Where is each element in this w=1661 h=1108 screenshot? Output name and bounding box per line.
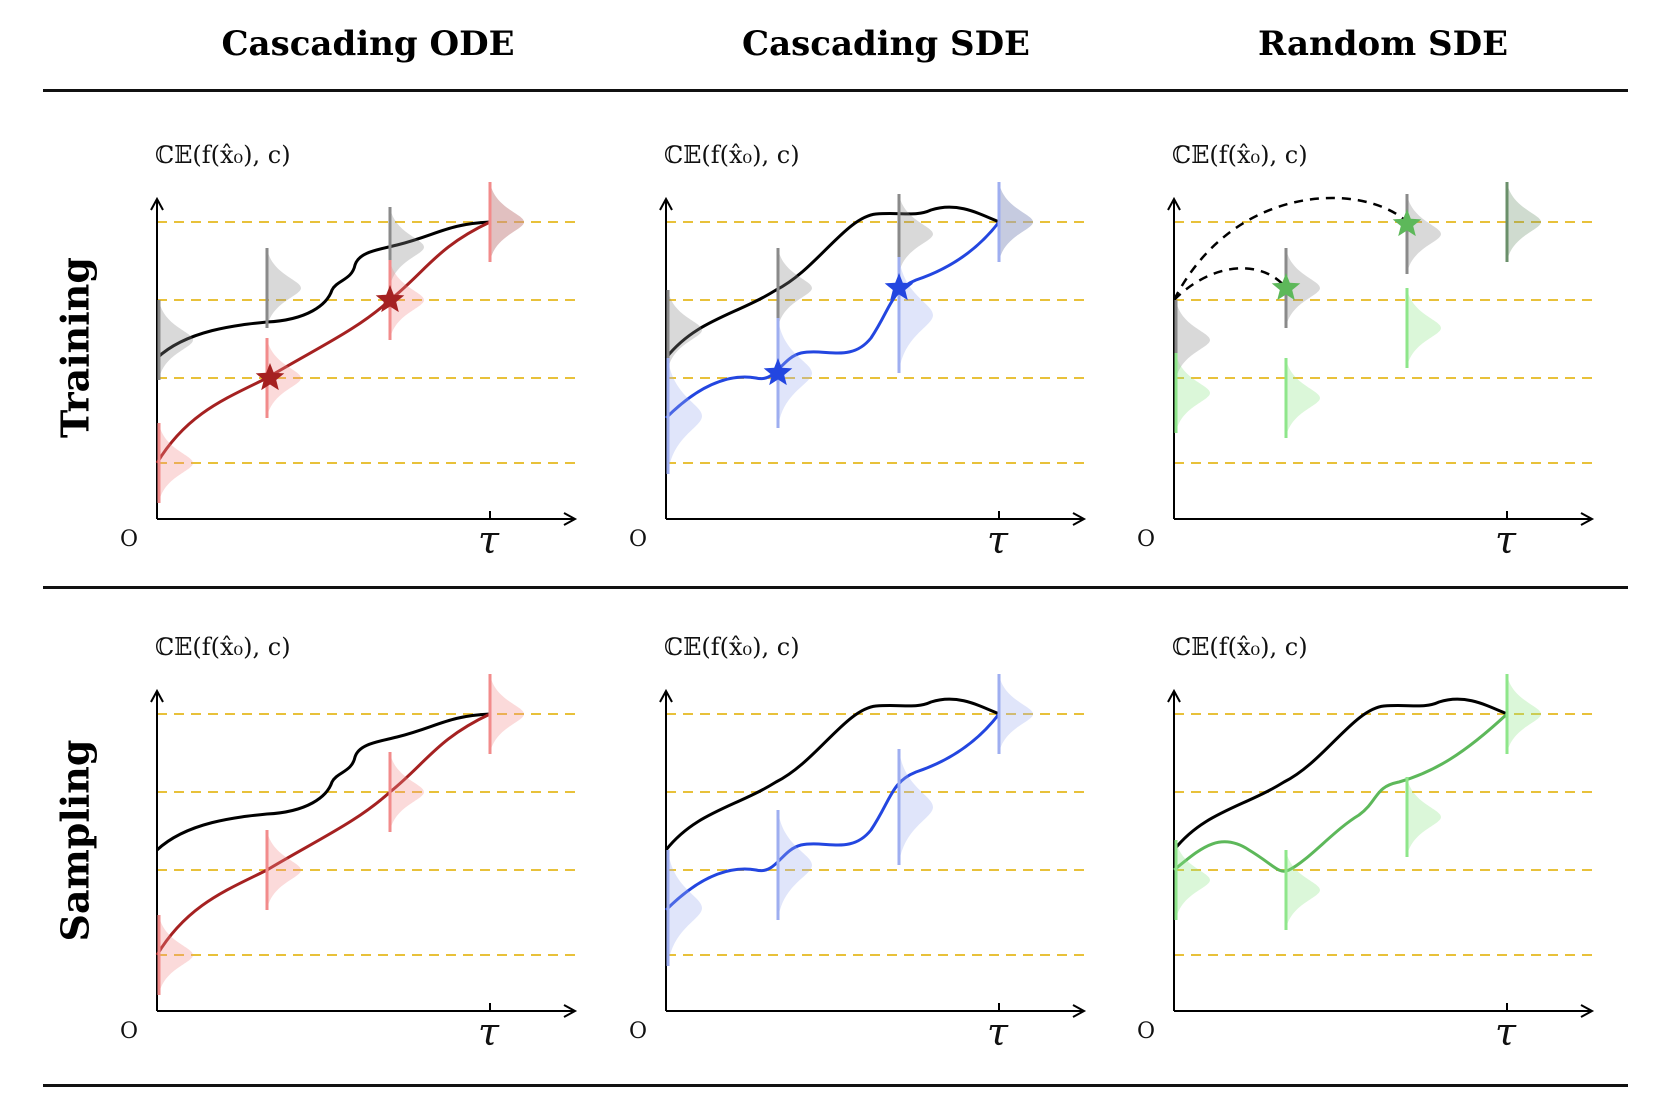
training-cascading-sde-gray-dist-1-density xyxy=(668,290,702,370)
training-cascading-sde-gray-dist-4-density xyxy=(999,182,1033,262)
training-random-sde-star-1 xyxy=(1271,273,1301,301)
sampling-cascading-ode-black-curve xyxy=(155,712,491,852)
sampling-random-sde-dist-3-density xyxy=(1407,777,1441,857)
training-cascading-ode-x-arrow xyxy=(563,512,578,526)
sampling-random-sde-origin-label: O xyxy=(1137,1019,1155,1044)
sampling-cascading-sde-cascade-curve xyxy=(664,713,1001,912)
training-cascading-ode-dist-2-density xyxy=(267,338,301,418)
sampling-cascading-ode-dist-3-density xyxy=(390,752,424,832)
sampling-cascading-ode-dist-2-density xyxy=(267,830,301,910)
sampling-cascading-sde-y-arrow xyxy=(659,688,673,703)
training-cascading-ode-gray-dist-4-density xyxy=(490,182,524,262)
sampling-cascading-ode-dist-1-density xyxy=(159,915,193,995)
training-cascading-ode-y-arrow xyxy=(150,196,164,211)
training-cascading-sde-x-arrow xyxy=(1072,512,1087,526)
training-random-sde-dist-3-density xyxy=(1407,288,1441,368)
panel-sampling-cascading-ode: ℂ𝔼(f(x̂₀), c) O τ xyxy=(120,633,578,1054)
training-random-sde-dashed-arc-1 xyxy=(1173,267,1287,301)
sampling-cascading-ode-y-arrow xyxy=(150,688,164,703)
sampling-cascading-ode-cascade-curve xyxy=(155,712,491,956)
training-cascading-sde-black-curve xyxy=(664,205,1000,359)
training-cascading-ode-gray-dist-1-density xyxy=(159,300,193,380)
training-random-sde-star-2 xyxy=(1392,209,1422,237)
training-cascading-sde-dist-1-density xyxy=(668,358,702,474)
sampling-random-sde-dist-2-density xyxy=(1286,850,1320,930)
training-cascading-ode-origin-label: O xyxy=(120,527,138,552)
training-cascading-sde-dist-2-density xyxy=(778,318,812,428)
sampling-random-sde-random-curve xyxy=(1173,712,1509,873)
training-cascading-sde-origin-label: O xyxy=(629,527,647,552)
sampling-random-sde-dist-1-density xyxy=(1176,840,1210,920)
sampling-cascading-ode-dist-4-density xyxy=(490,674,524,754)
sampling-cascading-sde-y-label: ℂ𝔼(f(x̂₀), c) xyxy=(664,633,800,661)
sampling-random-sde-x-arrow xyxy=(1580,1004,1595,1018)
training-cascading-ode-gray-dist-3-density xyxy=(390,207,424,287)
column-title-random-sde: Random SDE xyxy=(1257,24,1508,64)
middle-rule xyxy=(43,586,1628,589)
training-cascading-ode-dist-3-density xyxy=(390,260,424,340)
bottom-rule xyxy=(43,1084,1628,1087)
training-random-sde-origin-label: O xyxy=(1137,527,1155,552)
training-random-sde-x-arrow xyxy=(1580,512,1595,526)
sampling-cascading-sde-dist-2-density xyxy=(778,810,812,920)
sampling-cascading-sde-x-arrow xyxy=(1072,1004,1087,1018)
column-title-cascading-sde: Cascading SDE xyxy=(742,24,1030,64)
training-cascading-sde-y-arrow xyxy=(659,196,673,211)
training-random-sde-dashed-arc-2 xyxy=(1172,196,1408,301)
training-cascading-ode-cascade-curve xyxy=(155,220,491,464)
sampling-cascading-ode-origin-label: O xyxy=(120,1019,138,1044)
sampling-cascading-ode-y-label: ℂ𝔼(f(x̂₀), c) xyxy=(155,633,291,661)
sampling-random-sde-y-label: ℂ𝔼(f(x̂₀), c) xyxy=(1172,633,1308,661)
panel-training-cascading-sde: ℂ𝔼(f(x̂₀), c) O τ xyxy=(629,141,1087,562)
panel-training-cascading-ode: ℂ𝔼(f(x̂₀), c) O τ xyxy=(120,141,578,562)
training-cascading-ode-gray-dist-2-density xyxy=(267,248,301,328)
training-random-sde-gray-dist-4-density xyxy=(1507,182,1541,262)
sampling-cascading-sde-origin-label: O xyxy=(629,1019,647,1044)
training-cascading-sde-cascade-curve xyxy=(664,221,1001,420)
column-title-cascading-ode: Cascading ODE xyxy=(221,24,515,64)
training-random-sde-dist-1-density xyxy=(1176,353,1210,433)
training-random-sde-gray-dist-1-density xyxy=(1176,300,1210,380)
training-random-sde-dist-2-density xyxy=(1286,358,1320,438)
panel-sampling-random-sde: ℂ𝔼(f(x̂₀), c) O τ xyxy=(1137,633,1595,1054)
training-cascading-ode-star-1 xyxy=(255,363,285,391)
training-cascading-ode-black-curve xyxy=(155,220,491,360)
training-cascading-sde-gray-dist-2-density xyxy=(778,248,812,328)
training-random-sde-gray-dist-2-density xyxy=(1286,248,1320,328)
training-random-sde-y-arrow xyxy=(1167,196,1181,211)
training-cascading-ode-tau-label: τ xyxy=(478,518,500,562)
sampling-cascading-sde-dist-3-density xyxy=(899,749,933,865)
training-random-sde-gray-dist-3-density xyxy=(1407,194,1441,274)
sampling-random-sde-dist-4-density xyxy=(1507,674,1541,754)
training-cascading-sde-y-label: ℂ𝔼(f(x̂₀), c) xyxy=(664,141,800,169)
sampling-cascading-sde-tau-label: τ xyxy=(987,1010,1009,1054)
training-random-sde-tau-label: τ xyxy=(1495,518,1517,562)
sampling-random-sde-black-curve xyxy=(1172,697,1508,851)
training-cascading-sde-star-2 xyxy=(884,273,914,301)
training-cascading-ode-dist-1-density xyxy=(159,423,193,503)
sampling-cascading-ode-tau-label: τ xyxy=(478,1010,500,1054)
training-cascading-ode-y-label: ℂ𝔼(f(x̂₀), c) xyxy=(155,141,291,169)
training-cascading-ode-star-2 xyxy=(375,285,405,313)
panel-training-random-sde: ℂ𝔼(f(x̂₀), c) O τ xyxy=(1137,141,1595,562)
sampling-random-sde-tau-label: τ xyxy=(1495,1010,1517,1054)
training-cascading-sde-star-1 xyxy=(763,358,793,386)
training-cascading-ode-dist-4-density xyxy=(490,182,524,262)
top-rule xyxy=(43,89,1628,92)
sampling-cascading-sde-black-curve xyxy=(664,697,1000,851)
sampling-cascading-sde-dist-4-density xyxy=(999,674,1033,754)
training-cascading-sde-tau-label: τ xyxy=(987,518,1009,562)
training-cascading-sde-dist-4-density xyxy=(999,182,1033,262)
panel-sampling-cascading-sde: ℂ𝔼(f(x̂₀), c) O τ xyxy=(629,633,1087,1054)
sampling-random-sde-y-arrow xyxy=(1167,688,1181,703)
sampling-cascading-ode-x-arrow xyxy=(563,1004,578,1018)
sampling-cascading-sde-dist-1-density xyxy=(668,850,702,966)
training-cascading-sde-gray-dist-3-density xyxy=(899,194,933,274)
training-random-sde-y-label: ℂ𝔼(f(x̂₀), c) xyxy=(1172,141,1308,169)
